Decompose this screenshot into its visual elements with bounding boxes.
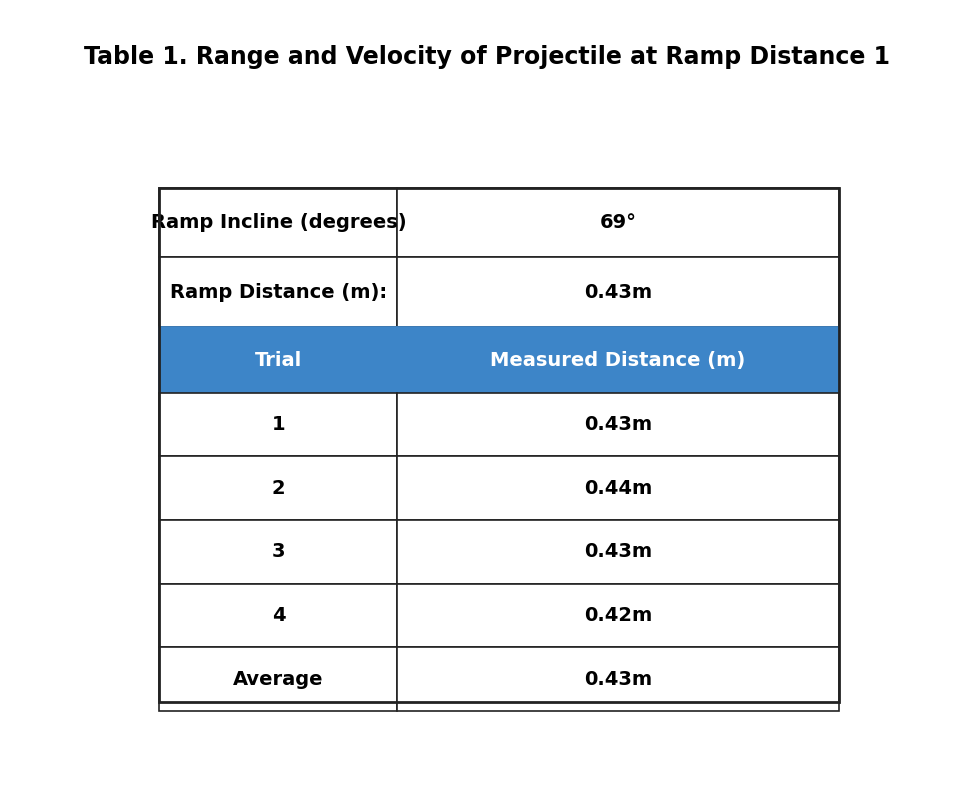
Text: 3: 3: [272, 543, 285, 561]
Bar: [160, 584, 397, 647]
Text: 0.43m: 0.43m: [584, 543, 653, 561]
Text: 2: 2: [272, 479, 285, 498]
Bar: [397, 327, 839, 393]
Text: 0.44m: 0.44m: [584, 479, 653, 498]
Text: 0.42m: 0.42m: [584, 606, 653, 625]
Bar: [397, 258, 839, 327]
Text: Table 1. Range and Velocity of Projectile at Ramp Distance 1: Table 1. Range and Velocity of Projectil…: [84, 45, 890, 69]
Text: Measured Distance (m): Measured Distance (m): [491, 351, 746, 369]
Bar: [160, 327, 397, 393]
Bar: [160, 520, 397, 584]
Bar: [160, 457, 397, 520]
Bar: [397, 584, 839, 647]
Bar: [160, 393, 397, 457]
Text: 0.43m: 0.43m: [584, 283, 653, 302]
Text: Trial: Trial: [255, 351, 302, 369]
Text: Ramp Incline (degrees): Ramp Incline (degrees): [151, 213, 406, 232]
Text: 4: 4: [272, 606, 285, 625]
Text: Average: Average: [233, 670, 323, 688]
Text: 0.43m: 0.43m: [584, 670, 653, 688]
Bar: [397, 188, 839, 258]
Bar: [160, 188, 397, 258]
Bar: [397, 520, 839, 584]
Bar: [160, 258, 397, 327]
Text: Ramp Distance (m):: Ramp Distance (m):: [169, 283, 387, 302]
Text: 1: 1: [272, 416, 285, 434]
Text: 0.43m: 0.43m: [584, 416, 653, 434]
Text: 69°: 69°: [600, 213, 637, 232]
Bar: [160, 647, 397, 711]
Bar: [397, 457, 839, 520]
Bar: [397, 647, 839, 711]
Bar: [160, 188, 839, 702]
Bar: [397, 393, 839, 457]
